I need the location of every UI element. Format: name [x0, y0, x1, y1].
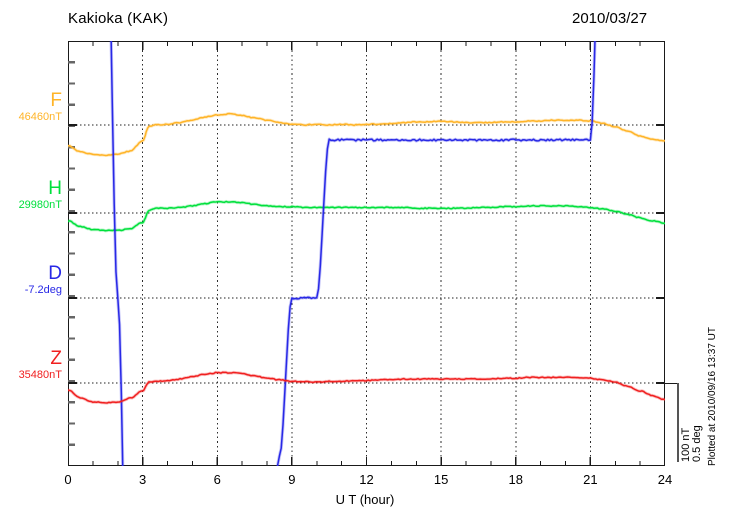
x-axis-tick-label-15: 15 — [433, 472, 449, 487]
x-axis-tick-label-12: 12 — [359, 472, 374, 487]
x-axis-ticks — [68, 41, 665, 466]
x-axis-tick-label-18: 18 — [508, 472, 523, 487]
scale-caption-deg: 0.5 deg — [691, 425, 703, 462]
scale-bar-cap — [665, 383, 679, 384]
x-axis-tick-label-0: 0 — [64, 472, 72, 487]
component-traces — [68, 41, 665, 466]
x-axis-tick-label-9: 9 — [288, 472, 296, 487]
observation-date: 2010/03/27 — [572, 10, 648, 27]
component-letter-z: Z — [50, 348, 62, 369]
component-baseline-f: 46460nT — [18, 111, 62, 123]
x-axis-tick-label-24: 24 — [657, 472, 673, 487]
component-letter-h: H — [48, 178, 62, 199]
page-title: Kakioka (KAK) — [68, 10, 169, 27]
scale-bar-caption: 100 nT 0.5 deg — [680, 392, 703, 462]
component-letter-f: F — [50, 90, 62, 111]
component-letter-d: D — [48, 263, 62, 284]
magnetogram-plot — [68, 41, 665, 466]
x-axis-tick-label-3: 3 — [139, 472, 147, 487]
gridlines — [142, 41, 591, 466]
component-baseline-h: 29980nT — [18, 199, 62, 211]
scale-bar — [677, 383, 679, 462]
component-baselines — [68, 124, 665, 384]
x-axis-tick-label-6: 6 — [213, 472, 221, 487]
plotted-at-timestamp: Plotted at 2010/09/16 13:37 UT — [707, 327, 718, 466]
x-axis-tick-label-21: 21 — [583, 472, 598, 487]
component-baseline-d: -7.2deg — [24, 284, 62, 296]
component-baseline-z: 35480nT — [18, 369, 62, 381]
x-axis-title: U T (hour) — [335, 492, 395, 507]
